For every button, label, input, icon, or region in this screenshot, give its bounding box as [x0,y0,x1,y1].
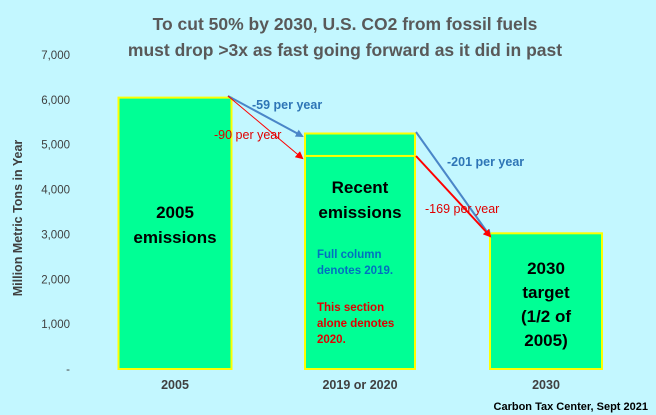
annotation-minus-59: -59 per year [252,98,322,112]
bar-label-3-line-4: 2005) [524,331,567,350]
bar-label-2-line-2: emissions [318,203,401,222]
bar-label-3-line-3: (1/2 of [521,307,571,326]
y-tick-label: 6,000 [41,95,70,107]
y-tick-label: 7,000 [41,50,70,62]
note-blue-line-2: denotes 2019. [317,265,393,277]
chart-subtitle: must drop >3x as fast going forward as i… [128,40,562,60]
arrow-red-2020-2030 [415,155,492,238]
bars [117,96,603,370]
category-labels: 2005 2019 or 2020 2030 [161,378,560,392]
y-tick-label: 2,000 [41,274,70,286]
note-blue-line-1: Full column [317,249,382,261]
bar-label-3-line-1: 2030 [527,259,565,278]
annotation-minus-169: -169 per year [425,202,499,216]
bar-label-3-line-2: target [522,283,570,302]
chart-title: To cut 50% by 2030, U.S. CO2 from fossil… [153,14,538,34]
y-axis-ticks: - 1,000 2,000 3,000 4,000 5,000 6,000 7,000 [41,50,70,376]
arrow-red-2005-2020 [227,95,304,160]
arrow-blue-2019-2030 [415,131,492,238]
y-tick-label: - [66,364,70,376]
y-tick-label: 5,000 [41,140,70,152]
bar-3 [489,232,603,370]
note-red-line-2: alone denotes [317,318,394,330]
source-credit: Carbon Tax Center, Sept 2021 [494,401,648,413]
category-label: 2030 [532,378,560,392]
category-label: 2019 or 2020 [322,378,397,392]
bar-inner-2020 [304,154,416,370]
bar-notes: Full column denotes 2019. This section a… [317,249,394,346]
y-tick-label: 4,000 [41,185,70,197]
category-label: 2005 [161,378,189,392]
annotation-minus-90: -90 per year [214,128,281,142]
y-tick-label: 3,000 [41,229,70,241]
y-axis-label: Million Metric Tons in Year [11,140,25,297]
note-red-line-1: This section [317,302,384,314]
bar-label-1-line-2: emissions [133,228,216,247]
y-tick-label: 1,000 [41,319,70,331]
bar-label-1-line-1: 2005 [156,203,194,222]
trend-arrows [227,95,492,238]
note-red-line-3: 2020. [317,334,346,346]
annotation-minus-201: -201 per year [447,155,524,169]
bar-label-2-line-1: Recent [332,178,389,197]
bar-1 [117,96,233,370]
arrow-blue-2005-2019 [227,95,304,137]
bar-labels: 2005 emissions Recent emissions 2030 target (1… [133,178,571,350]
